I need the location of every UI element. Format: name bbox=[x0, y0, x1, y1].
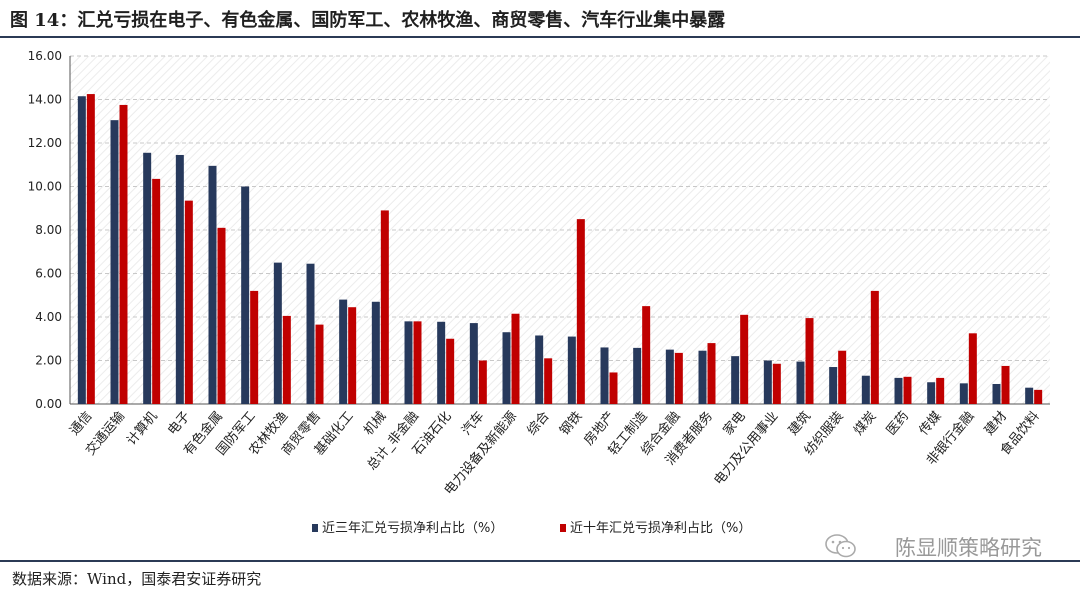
bar-s1-13 bbox=[502, 332, 511, 404]
bar-s2-19 bbox=[707, 343, 716, 404]
bar-s2-11 bbox=[446, 338, 455, 404]
bar-s2-14 bbox=[544, 358, 553, 404]
bar-s1-4 bbox=[208, 165, 217, 404]
bar-s2-16 bbox=[609, 372, 618, 404]
y-tick-label: 14.00 bbox=[28, 93, 62, 107]
bar-s1-12 bbox=[469, 323, 478, 404]
y-tick-label: 10.00 bbox=[28, 180, 62, 194]
bar-s2-9 bbox=[380, 210, 389, 404]
x-category-label: 钢铁 bbox=[557, 409, 585, 439]
bar-s1-23 bbox=[829, 367, 838, 404]
watermark: 陈显顺策略研究 bbox=[895, 536, 1042, 560]
x-category-label: 医药 bbox=[884, 409, 912, 439]
x-category-label: 传媒 bbox=[917, 409, 945, 439]
bar-s2-29 bbox=[1034, 389, 1043, 404]
bar-s1-24 bbox=[861, 375, 870, 404]
bar-s2-7 bbox=[315, 324, 324, 404]
x-category-label: 综合 bbox=[525, 409, 553, 439]
bar-s1-0 bbox=[77, 96, 86, 405]
bar-s1-9 bbox=[371, 301, 380, 404]
bar-s1-28 bbox=[992, 383, 1001, 404]
bar-s1-22 bbox=[796, 361, 805, 404]
x-category-label: 建材 bbox=[982, 409, 1010, 439]
bar-s2-27 bbox=[968, 333, 977, 404]
bar-s1-7 bbox=[306, 263, 315, 404]
bar-s2-3 bbox=[184, 200, 193, 404]
legend-swatch-1 bbox=[312, 524, 318, 532]
bar-s2-12 bbox=[478, 360, 487, 404]
bar-s2-23 bbox=[838, 350, 847, 404]
bar-s2-10 bbox=[413, 321, 422, 404]
bar-s1-29 bbox=[1025, 387, 1034, 404]
x-category-label: 家电 bbox=[720, 408, 749, 438]
bar-s1-27 bbox=[959, 383, 968, 404]
bar-s1-25 bbox=[894, 377, 903, 404]
bar-s2-1 bbox=[119, 104, 128, 404]
bar-s1-18 bbox=[665, 349, 674, 404]
y-tick-label: 2.00 bbox=[35, 354, 62, 368]
bar-chart: 0.00 2.00 4.00 6.00 8.00 10.00 12.00 14.00 16.00… bbox=[28, 49, 1050, 536]
bar-s2-4 bbox=[217, 227, 226, 404]
x-category-label: 汽车 bbox=[458, 408, 487, 438]
bar-s1-15 bbox=[567, 336, 576, 404]
y-tick-label: 8.00 bbox=[35, 223, 62, 237]
bar-s1-5 bbox=[241, 186, 250, 404]
bar-s1-6 bbox=[273, 262, 282, 404]
bar-s1-14 bbox=[535, 335, 544, 404]
x-category-label: 电子 bbox=[165, 409, 193, 439]
y-tick-label: 6.00 bbox=[35, 267, 62, 281]
bar-s2-28 bbox=[1001, 365, 1010, 404]
bar-s2-24 bbox=[870, 290, 879, 404]
bar-s2-22 bbox=[805, 318, 814, 404]
x-category-label: 煤炭 bbox=[851, 409, 879, 439]
bar-s2-20 bbox=[740, 314, 749, 404]
bar-s1-8 bbox=[339, 299, 348, 404]
bar-s2-0 bbox=[86, 94, 95, 404]
y-tick-label: 0.00 bbox=[35, 397, 62, 411]
bar-s1-3 bbox=[175, 154, 184, 404]
bar-s1-16 bbox=[600, 347, 609, 404]
x-category-label: 机械 bbox=[361, 409, 389, 439]
title-rule bbox=[0, 36, 1080, 38]
legend-label-1: 近三年汇兑亏损净利占比（%） bbox=[322, 521, 503, 536]
legend-label-2: 近十年汇兑亏损净利占比（%） bbox=[570, 521, 751, 536]
bar-s1-17 bbox=[633, 347, 642, 404]
bar-s1-20 bbox=[731, 356, 740, 404]
bar-s1-19 bbox=[698, 350, 707, 404]
bar-s1-2 bbox=[143, 152, 152, 404]
bar-s1-10 bbox=[404, 321, 413, 404]
data-source: 数据来源：Wind，国泰君安证券研究 bbox=[12, 570, 262, 588]
bar-s2-21 bbox=[772, 363, 781, 404]
x-category-label: 计算机 bbox=[124, 409, 161, 449]
bar-s2-8 bbox=[348, 307, 357, 404]
x-category-label: 建筑 bbox=[785, 408, 814, 438]
legend-swatch-2 bbox=[560, 524, 566, 532]
bar-s2-26 bbox=[936, 377, 945, 404]
y-tick-label: 4.00 bbox=[35, 310, 62, 324]
bar-s2-25 bbox=[903, 376, 912, 404]
y-tick-label: 12.00 bbox=[28, 136, 62, 150]
bar-s2-17 bbox=[642, 306, 651, 404]
bar-s2-5 bbox=[250, 290, 259, 404]
bar-s2-6 bbox=[282, 315, 291, 404]
bar-s1-21 bbox=[763, 360, 772, 404]
wechat-icon bbox=[825, 534, 856, 558]
bar-s1-11 bbox=[437, 321, 446, 404]
x-category-label: 通信 bbox=[67, 409, 95, 439]
y-tick-label: 16.00 bbox=[28, 49, 62, 63]
bar-s1-26 bbox=[927, 382, 936, 404]
bar-s2-2 bbox=[152, 178, 161, 404]
bar-s2-13 bbox=[511, 313, 520, 404]
bar-s1-1 bbox=[110, 120, 119, 404]
bar-s2-15 bbox=[576, 219, 585, 404]
bar-s2-18 bbox=[674, 352, 683, 404]
chart-title: 图 14：汇兑亏损在电子、有色金属、国防军工、农林牧渔、商贸零售、汽车行业集中暴… bbox=[10, 10, 726, 31]
footer-rule bbox=[0, 560, 1080, 562]
